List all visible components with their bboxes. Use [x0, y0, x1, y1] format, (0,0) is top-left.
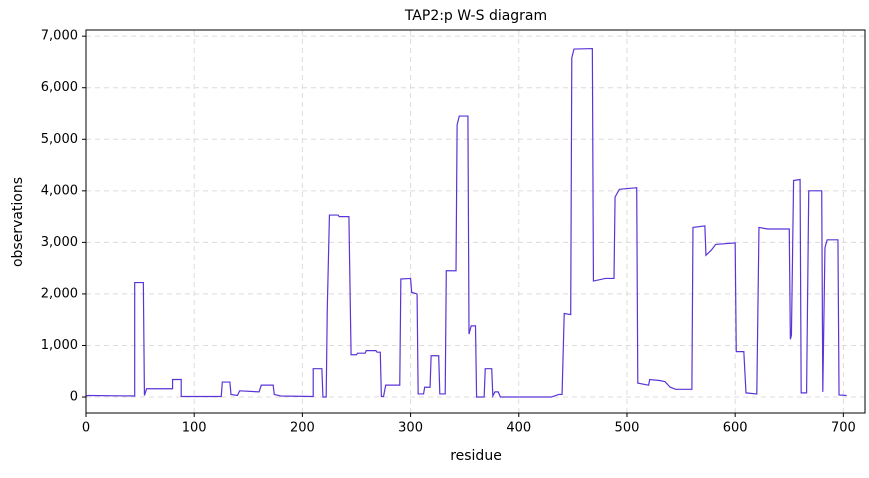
- x-tick-label: 700: [831, 421, 856, 436]
- y-tick-label: 4,000: [41, 183, 78, 198]
- x-axis-label: residue: [450, 448, 502, 464]
- y-tick-label: 6,000: [41, 80, 78, 95]
- y-tick-label: 7,000: [41, 29, 78, 44]
- y-tick-label: 0: [70, 390, 78, 405]
- y-axis-label: observations: [10, 177, 26, 267]
- x-tick-label: 300: [398, 421, 423, 436]
- x-tick-label: 0: [82, 421, 90, 436]
- x-tick-label: 600: [723, 421, 748, 436]
- x-tick-label: 100: [182, 421, 207, 436]
- data-line: [85, 47, 847, 399]
- x-tick-label: 200: [290, 421, 315, 436]
- plot-frame: [85, 29, 866, 414]
- y-tick-label: 3,000: [41, 235, 78, 250]
- chart-title: TAP2:p W-S diagram: [404, 8, 547, 24]
- x-tick-label: 500: [615, 421, 640, 436]
- y-tick-label: 2,000: [41, 286, 78, 301]
- y-tick-label: 5,000: [41, 132, 78, 147]
- x-tick-label: 400: [506, 421, 531, 436]
- y-tick-label: 1,000: [41, 338, 78, 353]
